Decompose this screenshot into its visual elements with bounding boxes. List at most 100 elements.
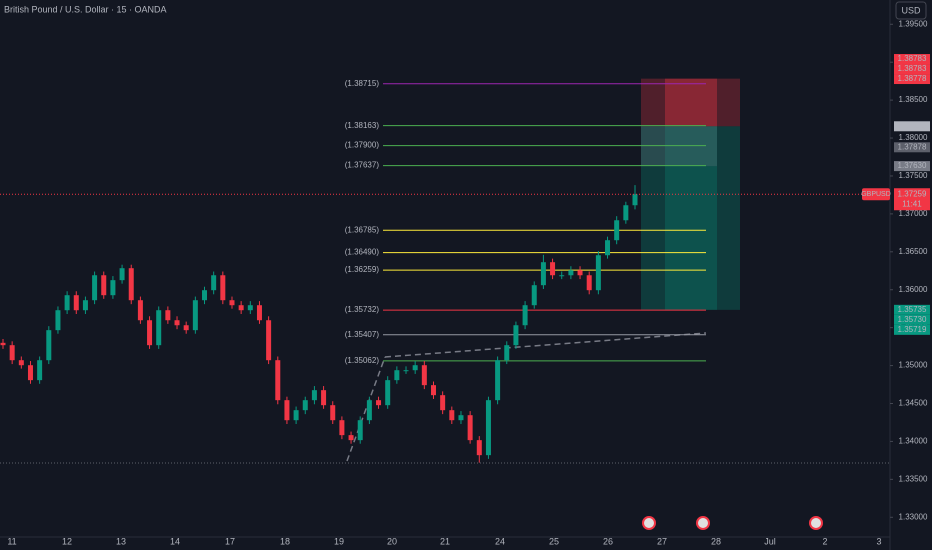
y-tick-label: 1.36500 [899, 247, 928, 256]
level-label: (1.38715) [345, 79, 380, 88]
level-label: (1.36785) [345, 225, 380, 234]
x-tick-label: 14 [170, 536, 180, 546]
candle-body [192, 300, 198, 331]
candle-body [284, 400, 290, 421]
candle-body [92, 275, 98, 301]
level-label: (1.35407) [345, 330, 380, 339]
x-tick-label: Jul [764, 536, 776, 546]
y-tick-label: 1.34500 [899, 399, 928, 408]
trend-line [384, 332, 707, 358]
axis-badge [894, 64, 930, 75]
y-tick-label: 1.38500 [899, 95, 928, 104]
y-tick-label: 1.33000 [899, 512, 928, 521]
candle-body [220, 275, 226, 301]
candle-body [595, 255, 601, 291]
candle-body [394, 370, 400, 381]
x-tick-label: 18 [280, 536, 290, 546]
candle-body [412, 365, 418, 371]
candle-body [73, 295, 79, 311]
candle-body [586, 275, 592, 291]
x-tick-label: 28 [711, 536, 721, 546]
x-tick-label: 24 [495, 536, 505, 546]
candle-body [302, 400, 308, 411]
candle-body [385, 380, 391, 406]
currency-button[interactable] [895, 1, 927, 20]
candle-body [430, 385, 436, 396]
candle-body [605, 240, 611, 256]
axis-badge-label: 1.35730 [898, 315, 927, 324]
candle-body [449, 410, 455, 421]
candle-body [504, 345, 510, 361]
candle-body [64, 295, 70, 311]
candles [0, 185, 638, 463]
candle-body [348, 435, 354, 441]
candle-body [311, 390, 317, 401]
axis: 1.330001.335001.340001.345001.350001.355… [0, 19, 930, 546]
x-tick-label: 25 [549, 536, 559, 546]
candle-body [376, 400, 382, 406]
level-label: (1.37900) [345, 141, 380, 150]
trend-line [346, 356, 386, 462]
candle-body [275, 360, 281, 401]
candle-body [357, 420, 363, 441]
symbol-badge [862, 188, 890, 201]
candle-body [256, 305, 262, 321]
candle-body [27, 365, 33, 381]
candle-body [568, 270, 574, 276]
candle-body [174, 320, 180, 326]
axis-badge [894, 142, 930, 153]
level-label: (1.35062) [345, 356, 380, 365]
candle-body [229, 300, 235, 306]
candle-body [577, 270, 583, 276]
currency-label[interactable]: USD [901, 5, 921, 15]
candle-body [293, 410, 299, 421]
last-price-label: 1.37259 [898, 189, 927, 198]
axis-badge [894, 121, 930, 132]
candle-body [37, 360, 43, 381]
candle-body [421, 365, 427, 386]
candle-body [46, 330, 52, 361]
candle-body [440, 395, 446, 411]
x-tick-label: 13 [116, 536, 126, 546]
event-icons [642, 516, 823, 530]
event-icon[interactable] [809, 516, 823, 530]
countdown-label: 11:41 [902, 199, 922, 208]
target-zone-shade [665, 126, 717, 310]
axis-badge-label: 1.38783 [898, 64, 927, 73]
level-label: (1.36490) [345, 248, 380, 257]
candle-body [128, 268, 134, 301]
x-tick-label: 2 [822, 536, 827, 546]
x-tick-label: 27 [657, 536, 667, 546]
candle-body [467, 415, 473, 441]
axis-badge-label: 1.38155 [898, 121, 927, 130]
y-tick-label: 1.35000 [899, 361, 928, 370]
x-tick-label: 11 [7, 536, 16, 546]
candle-body [531, 285, 537, 306]
position-box [641, 78, 740, 310]
x-tick-label: 26 [603, 536, 613, 546]
x-tick-label: 3 [876, 536, 881, 546]
candle-body [101, 275, 107, 296]
event-icon[interactable] [696, 516, 710, 530]
candle-body [156, 310, 162, 346]
candle-body [476, 440, 482, 456]
x-tick-label: 12 [62, 536, 72, 546]
y-tick-label: 1.37500 [899, 171, 928, 180]
candle-body [485, 400, 491, 456]
last-price-badge [894, 188, 930, 211]
candle-body [110, 280, 116, 296]
candle-body [211, 275, 217, 291]
y-tick-label: 1.33500 [899, 474, 928, 483]
candle-body [522, 305, 528, 326]
candle-body [403, 370, 409, 372]
stop-zone-shade [665, 78, 717, 127]
candle-body [238, 305, 244, 311]
axis-badge [894, 161, 930, 172]
candle-body [366, 400, 372, 421]
candle-body [321, 390, 327, 406]
candle-body [82, 300, 88, 311]
event-icon[interactable] [642, 516, 656, 530]
